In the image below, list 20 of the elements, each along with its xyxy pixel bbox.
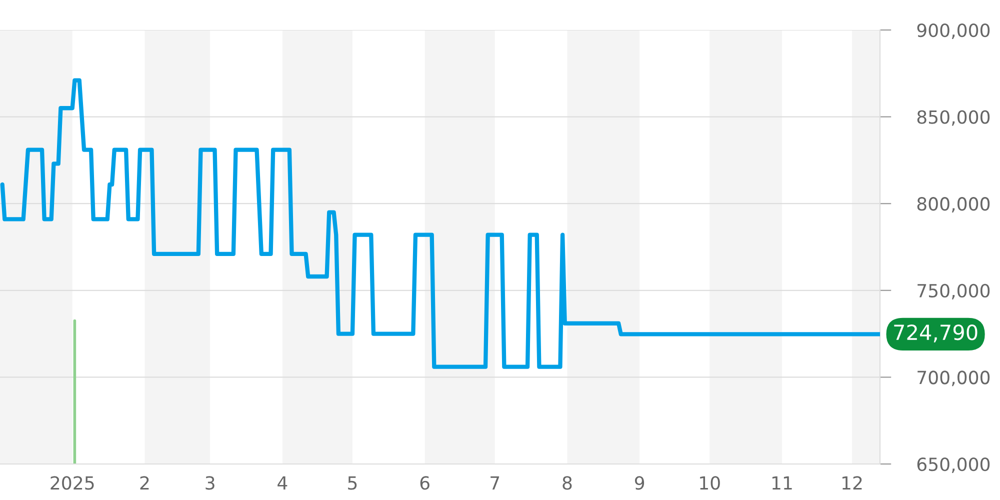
x-tick-label: 7 [490, 476, 500, 490]
y-tick-label: 850,000 [917, 110, 990, 126]
y-tick-label: 700,000 [918, 370, 990, 386]
x-tick-label: 8 [562, 476, 572, 490]
x-tick-label: 6 [420, 476, 430, 490]
x-tick-label: 9 [634, 476, 644, 490]
y-tick-label: 750,000 [918, 284, 990, 300]
annotation: 724,790 [894, 324, 978, 342]
x-tick-label: 2 [140, 476, 149, 490]
x-tick-label: 5 [348, 476, 357, 490]
line-series [0, 78, 880, 369]
x-tick-label: 4 [278, 476, 288, 490]
x-tick-label: 12 [842, 476, 862, 490]
x-tick-label: 3 [206, 476, 214, 490]
x-tick-label: 2025 [50, 476, 94, 490]
y-tick-label: 650,000 [917, 457, 990, 473]
y-tick-label: 800,000 [917, 197, 990, 213]
y-tick-label: 900,000 [917, 23, 990, 39]
x-tick-label: 10 [700, 476, 720, 490]
x-tick-label: 11 [772, 476, 792, 490]
